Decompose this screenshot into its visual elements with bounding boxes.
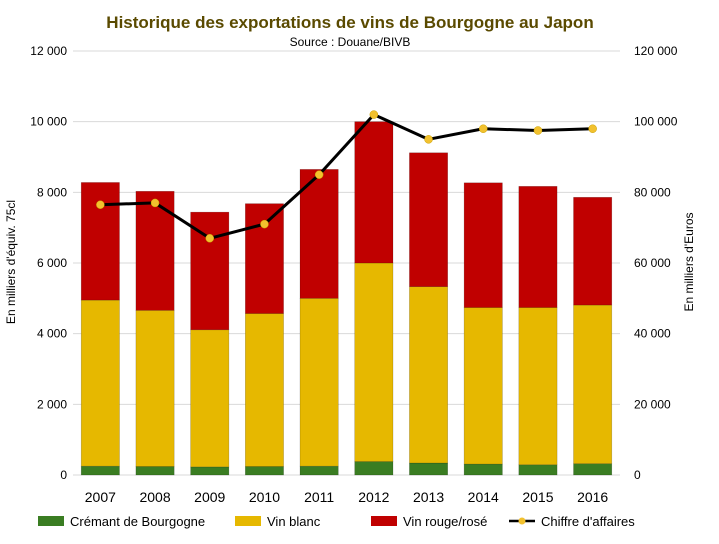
point-chiffre-affaires-2010 [260,219,269,229]
legend-label-chiffre-d-affaires: Chiffre d'affaires [541,514,635,529]
point-chiffre-affaires-2008 [150,198,160,208]
bar-vin-blanc-2013 [409,286,448,464]
point-chiffre-affaires-2016 [588,124,597,133]
bar-vin-rouge-ros--2008 [135,190,175,311]
bar-cr-mant-de-bourgogne-2013 [409,462,448,476]
chart-subtitle: Source : Douane/BIVB [290,35,411,49]
y2-tick-label: 40 000 [634,327,671,341]
x-tick-label: 2016 [577,489,608,505]
y-tick-label: 6 000 [37,256,67,270]
legend-swatch-vin-blanc [235,516,261,526]
bar-cr-mant-de-bourgogne-2010 [245,466,284,476]
line-layer [96,110,597,243]
legend-label-cr-mant-de-bourgogne: Crémant de Bourgogne [70,514,205,529]
bar-cr-mant-de-bourgogne-2009 [190,466,230,476]
bar-vin-blanc-2012 [354,262,394,462]
bar-vin-rouge-ros--2015 [518,186,558,308]
y2-tick-label: 120 000 [634,44,678,58]
point-chiffre-affaires-2015 [533,126,543,135]
bar-vin-rouge-ros--2014 [463,182,503,308]
y2-tick-label: 60 000 [634,256,671,270]
y2-tick-label: 20 000 [634,397,671,411]
bar-vin-blanc-2015 [518,307,558,466]
x-tick-label: 2011 [304,489,334,505]
bar-cr-mant-de-bourgogne-2011 [299,465,339,476]
bar-vin-blanc-2008 [135,310,175,467]
x-tick-label: 2013 [413,489,444,505]
x-tick-label: 2010 [249,489,280,505]
y-tick-label: 10 000 [30,115,67,129]
x-tick-label: 2007 [85,489,116,505]
bar-vin-blanc-2010 [245,313,284,467]
bar-vin-blanc-2016 [573,304,613,464]
bar-vin-rouge-ros--2009 [190,211,230,331]
legend-swatch-vin-rouge-ros- [371,516,397,526]
bar-vin-blanc-2007 [80,299,120,467]
legend-swatch-cr-mant-de-bourgogne [38,516,64,526]
y2-tick-label: 100 000 [634,115,678,129]
bar-cr-mant-de-bourgogne-2015 [518,464,558,476]
bar-vin-blanc-2014 [463,307,503,465]
y-tick-label: 12 000 [30,44,67,58]
legend-label-vin-rouge-ros-: Vin rouge/rosé [403,514,487,529]
y-axis-label: En milliers d'équiv. 75cl [4,200,18,324]
bars-layer [80,121,613,476]
legend: Crémant de Bourgogne Vin blanc Vin rouge/r… [38,514,635,529]
x-tick-labels: 2007 2008 2009 2010 2011 2012 2013 2014 2015 2016 [85,489,609,505]
y-tick-label: 4 000 [37,327,67,341]
y-tick-label: 2 000 [37,397,67,411]
bar-vin-rouge-ros--2012 [354,121,394,264]
y-tick-label: 8 000 [37,185,67,199]
y2-tick-label: 0 [634,468,641,482]
y2-tick-label: 80 000 [634,185,671,199]
bar-cr-mant-de-bourgogne-2008 [135,466,175,476]
point-chiffre-affaires-2007 [96,200,105,209]
y2-tick-labels: 0 20 000 40 000 60 000 80 000 100 000 120 000 [634,44,678,482]
y-tick-label: 0 [60,468,67,482]
bar-vin-rouge-ros--2011 [299,169,339,299]
point-chiffre-affaires-2014 [479,124,488,133]
bar-cr-mant-de-bourgogne-2007 [80,465,120,476]
bar-cr-mant-de-bourgogne-2014 [463,463,503,476]
chart-title: Historique des exportations de vins de B… [106,13,593,32]
point-chiffre-affaires-2013 [424,135,433,144]
bar-cr-mant-de-bourgogne-2012 [354,461,394,476]
legend-marker-chiffre-d-affaires [518,517,526,525]
bar-vin-rouge-ros--2013 [409,152,448,287]
point-chiffre-affaires-2012 [369,110,379,119]
y2-axis-label: En milliers d'Euros [682,213,696,312]
bar-vin-blanc-2009 [190,329,230,468]
bar-cr-mant-de-bourgogne-2016 [573,463,613,476]
point-chiffre-affaires-2011 [314,170,324,179]
x-tick-label: 2009 [194,489,225,505]
legend-label-vin-blanc: Vin blanc [267,514,321,529]
x-tick-label: 2012 [358,489,389,505]
point-chiffre-affaires-2009 [205,234,214,243]
x-tick-label: 2015 [522,489,553,505]
y-tick-labels: 0 2 000 4 000 6 000 8 000 10 000 12 000 [30,44,67,482]
line-chiffre-affaires [100,113,593,240]
x-tick-label: 2008 [139,489,170,505]
x-tick-label: 2014 [468,489,499,505]
bar-vin-rouge-ros--2016 [573,196,613,306]
bar-vin-rouge-ros--2007 [80,182,120,301]
bar-vin-blanc-2011 [299,298,339,467]
